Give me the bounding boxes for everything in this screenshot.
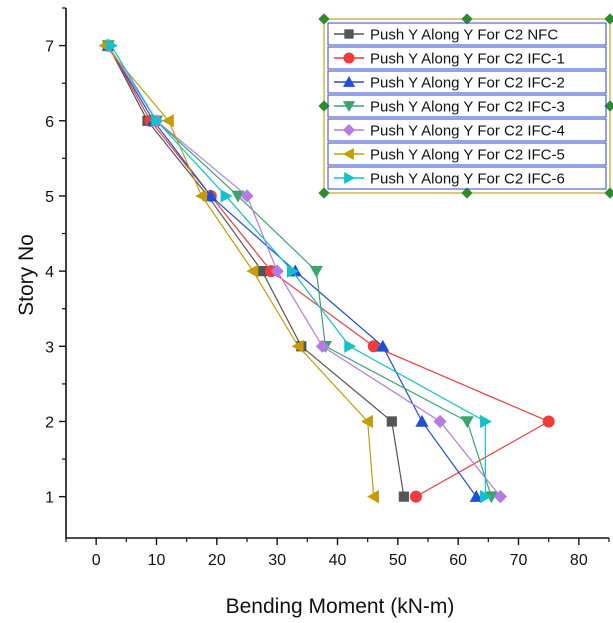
legend-label: Push Y Along Y For C2 NFC [370, 27, 558, 44]
data-point [270, 264, 284, 278]
data-point [469, 490, 483, 502]
data-point [256, 266, 268, 277]
data-point [342, 147, 354, 161]
y-tick-label: 3 [45, 339, 54, 356]
legend-handle[interactable] [461, 187, 473, 199]
legend-label: Push Y Along Y For C2 IFC-5 [370, 147, 565, 164]
y-tick-label: 7 [45, 39, 54, 56]
legend-label: Push Y Along Y For C2 IFC-4 [370, 123, 565, 140]
y-tick-label: 1 [45, 490, 54, 507]
legend-item-box [327, 46, 607, 70]
data-point [195, 189, 208, 203]
data-point [409, 490, 422, 503]
legend-item[interactable]: Push Y Along Y For C2 NFC [327, 22, 607, 46]
data-point [240, 189, 254, 203]
data-point [460, 416, 474, 429]
legend-label: Push Y Along Y For C2 IFC-1 [370, 51, 565, 68]
data-point [415, 414, 429, 427]
data-point [542, 415, 555, 428]
series-layer [98, 38, 555, 504]
legend-handle[interactable] [318, 187, 330, 199]
x-axis-label: Bending Moment (kN-m) [226, 595, 455, 618]
x-tick-label: 80 [570, 552, 588, 569]
y-axis-label: Story No [15, 234, 38, 316]
data-point [480, 490, 492, 504]
data-point [286, 264, 299, 278]
data-point [433, 414, 447, 429]
legend-frame [323, 18, 611, 194]
legend-item-box [327, 118, 607, 142]
x-tick-label: 40 [329, 552, 347, 569]
data-point [343, 52, 355, 64]
data-point [342, 101, 356, 113]
data-point [204, 189, 218, 202]
data-point [220, 189, 233, 203]
data-point [398, 491, 409, 502]
y-tick-label: 4 [45, 264, 54, 281]
data-point [246, 264, 259, 278]
data-point [484, 491, 498, 504]
legend[interactable]: Push Y Along Y For C2 NFC Push Y Along Y … [318, 13, 613, 199]
legend-item[interactable]: Push Y Along Y For C2 IFC-5 [327, 142, 607, 166]
data-point [344, 171, 356, 185]
data-point [231, 190, 245, 203]
legend-label: Push Y Along Y For C2 IFC-6 [370, 171, 565, 188]
x-tick-label: 50 [389, 552, 407, 569]
x-tick-label: 10 [148, 552, 166, 569]
legend-item[interactable]: Push Y Along Y For C2 IFC-2 [327, 70, 607, 94]
data-point [480, 414, 492, 429]
data-point [376, 339, 390, 352]
y-tick-label: 2 [45, 414, 54, 431]
data-point [342, 75, 356, 87]
data-point [493, 490, 507, 504]
legend-item-box [327, 94, 607, 118]
x-tick-label: 20 [208, 552, 226, 569]
data-point [309, 265, 323, 278]
data-point [367, 490, 379, 504]
data-point [291, 339, 304, 353]
legend-item[interactable]: Push Y Along Y For C2 IFC-1 [327, 46, 607, 70]
legend-item[interactable]: Push Y Along Y For C2 IFC-6 [327, 166, 607, 190]
data-point [161, 114, 174, 128]
legend-label: Push Y Along Y For C2 IFC-2 [370, 75, 565, 92]
data-point [105, 38, 118, 53]
data-point [344, 339, 357, 353]
legend-item[interactable]: Push Y Along Y For C2 IFC-3 [327, 94, 607, 118]
data-point [386, 416, 397, 427]
data-point [367, 340, 380, 353]
legend-item[interactable]: Push Y Along Y For C2 IFC-4 [327, 118, 607, 142]
y-tick-label: 6 [45, 114, 54, 131]
data-point [344, 29, 354, 39]
x-tick-label: 30 [268, 552, 286, 569]
legend-item-box [327, 22, 607, 46]
x-tick-label: 60 [449, 552, 467, 569]
x-tick-label: 0 [92, 552, 101, 569]
data-point [151, 114, 164, 128]
axes: 0 10 20 30 40 50 60 70 80 1 2 3 4 5 6 7 [45, 7, 610, 569]
y-tick-label: 5 [45, 189, 54, 206]
data-point [361, 414, 373, 429]
series-6 [105, 38, 492, 504]
x-tick-label: 70 [510, 552, 528, 569]
data-point [342, 123, 356, 137]
legend-item-box [327, 70, 607, 94]
legend-item-box [327, 142, 607, 166]
data-point [315, 339, 330, 353]
legend-label: Push Y Along Y For C2 IFC-3 [370, 99, 565, 116]
legend-item-box [327, 166, 607, 190]
